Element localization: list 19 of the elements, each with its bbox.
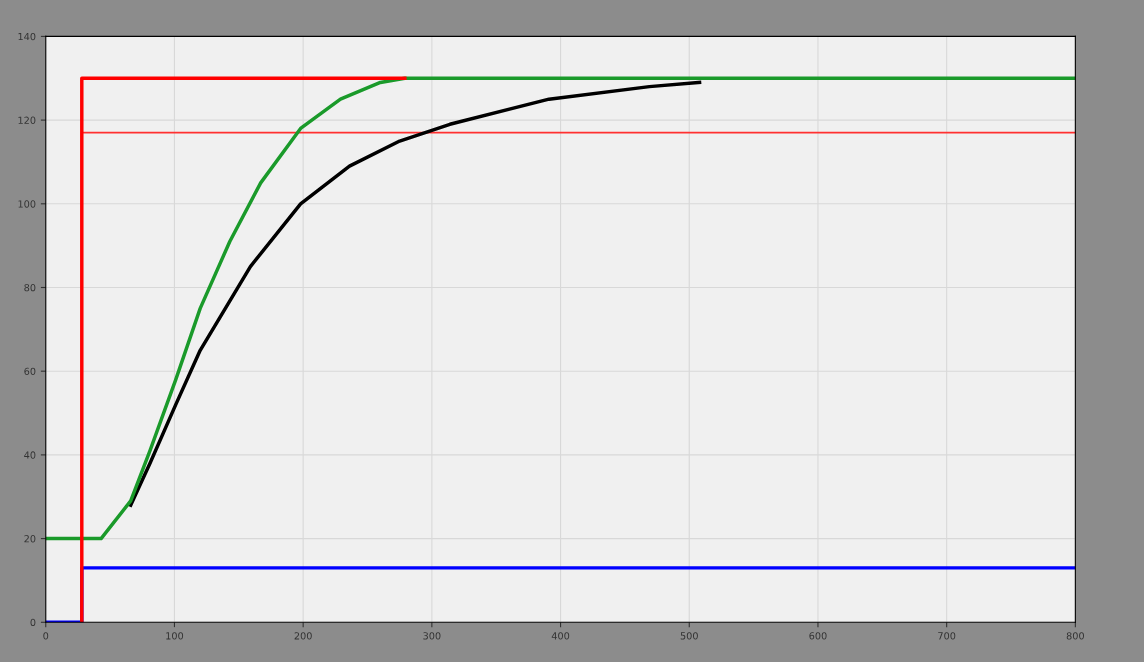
x-tick-label: 0 xyxy=(43,632,49,640)
x-tick-label: 500 xyxy=(680,632,698,640)
y-tick-label: 120 xyxy=(18,116,36,124)
y-tick-label: 0 xyxy=(30,618,36,627)
x-tick-label: 400 xyxy=(551,632,570,640)
x-tick-label: 100 xyxy=(166,632,184,640)
y-tick-label: 140 xyxy=(18,32,36,41)
y-tick-label: 80 xyxy=(24,283,36,292)
x-tick-label: 200 xyxy=(294,632,312,640)
y-tick-label: 100 xyxy=(18,200,36,208)
y-tick-label: 20 xyxy=(24,535,36,543)
x-tick-label: 700 xyxy=(938,632,956,640)
line-series xyxy=(45,76,1076,541)
x-tick-label: 800 xyxy=(1066,632,1084,640)
y-tick-label: 40 xyxy=(24,451,36,459)
y-tick-label: 60 xyxy=(24,367,36,376)
x-tick-label: 600 xyxy=(809,632,827,640)
line-series xyxy=(128,80,702,507)
x-tick-label: 300 xyxy=(423,632,441,640)
